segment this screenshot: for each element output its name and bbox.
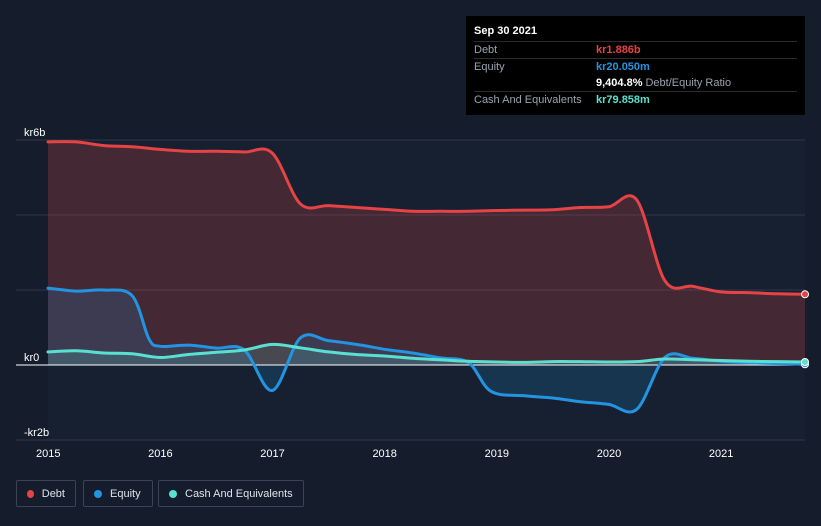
- x-tick-label: 2016: [148, 448, 172, 460]
- x-tick-label: 2019: [485, 448, 509, 460]
- legend-dot-icon: [169, 489, 177, 498]
- legend-dot-icon: [94, 489, 102, 498]
- x-tick-label: 2020: [597, 448, 621, 460]
- legend-label: Cash And Equivalents: [185, 487, 293, 500]
- y-tick-label: kr6b: [24, 127, 45, 139]
- legend-item-equity[interactable]: Equity: [83, 480, 153, 507]
- area-cash-and-equivalents: [48, 344, 805, 365]
- x-tick-label: 2021: [709, 448, 733, 460]
- tooltip-label: Cash And Equivalents: [474, 94, 582, 106]
- area-negative-equity: [48, 365, 805, 412]
- tooltip-row-debt: Debt kr1.886b: [474, 41, 797, 58]
- tooltip-panel: Sep 30 2021 Debt kr1.886b Equity kr20.05…: [466, 16, 805, 115]
- tooltip-value: kr79.858m: [596, 94, 650, 106]
- tooltip-row-ratio: 9,404.8% Debt/Equity Ratio: [474, 75, 797, 91]
- line-cash-and-equivalents: [46, 342, 807, 364]
- tooltip-row-equity: Equity kr20.050m: [474, 58, 797, 75]
- tooltip-value: 9,404.8%: [596, 77, 643, 89]
- tooltip-date: Sep 30 2021: [474, 25, 537, 37]
- legend-label: Equity: [110, 487, 141, 500]
- tooltip-value: kr1.886b: [596, 44, 641, 56]
- area-debt: [48, 141, 805, 365]
- x-tick-label: 2015: [36, 448, 60, 460]
- line-debt: [46, 140, 807, 296]
- tooltip-label: Equity: [474, 61, 505, 73]
- line-equity: [46, 286, 807, 414]
- tooltip-value: kr20.050m: [596, 61, 650, 73]
- area-equity: [48, 288, 805, 365]
- legend-dot-icon: [27, 489, 34, 498]
- tooltip-row-cash: Cash And Equivalents kr79.858m: [474, 91, 797, 108]
- end-marker-debt: [801, 290, 809, 299]
- legend-label: Debt: [41, 487, 65, 500]
- x-tick-label: 2017: [260, 448, 284, 460]
- tooltip-label: [474, 75, 596, 91]
- tooltip-label: Debt: [474, 44, 498, 56]
- end-marker-cash-and-equivalents: [801, 358, 809, 367]
- y-tick-label: kr0: [24, 352, 39, 364]
- legend-item-cash[interactable]: Cash And Equivalents: [158, 480, 304, 507]
- x-tick-label: 2018: [372, 448, 396, 460]
- tooltip-suffix: Debt/Equity Ratio: [645, 77, 732, 89]
- y-tick-label: -kr2b: [24, 427, 49, 439]
- legend-item-debt[interactable]: Debt: [16, 480, 76, 507]
